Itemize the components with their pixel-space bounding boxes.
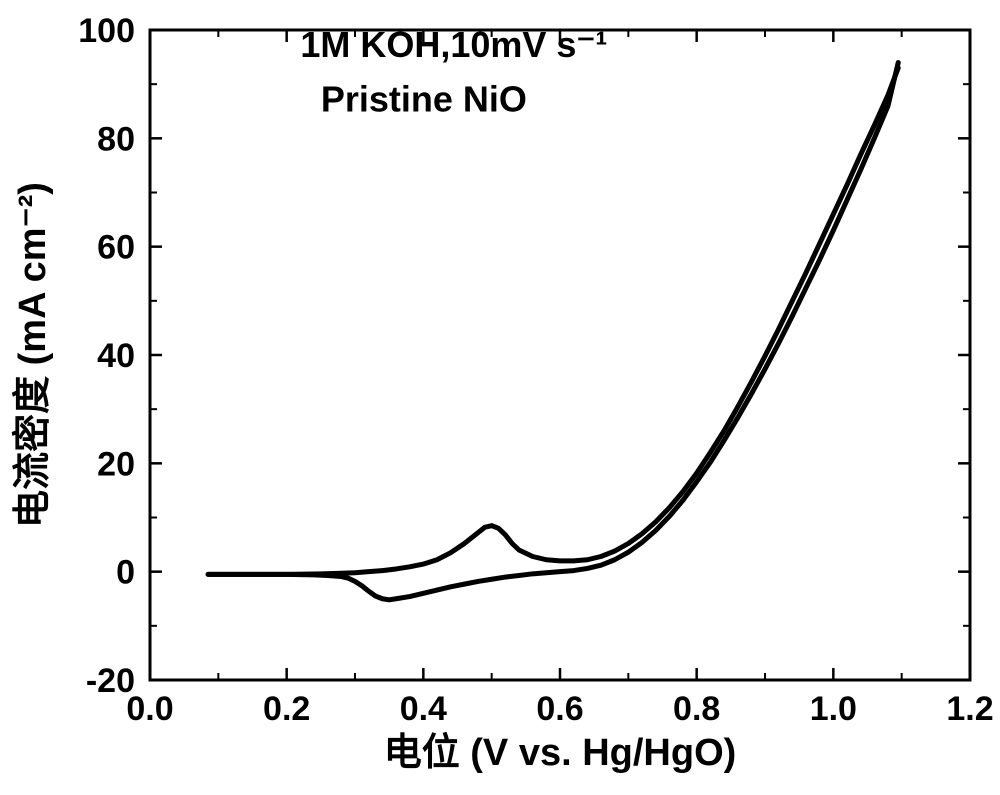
y-axis-label: 电流密度 (mA cm⁻²) — [12, 182, 54, 528]
cv-chart: 0.00.20.40.60.81.01.2-20020406080100电位 (… — [0, 0, 1000, 795]
chart-container: 0.00.20.40.60.81.01.2-20020406080100电位 (… — [0, 0, 1000, 795]
x-tick-label: 1.0 — [810, 690, 857, 728]
plot-area — [150, 30, 970, 680]
y-tick-label: 0 — [116, 554, 135, 592]
x-tick-label: 0.6 — [536, 690, 583, 728]
x-tick-label: 0.8 — [673, 690, 720, 728]
y-tick-label: 40 — [97, 337, 135, 375]
x-tick-label: 0.2 — [263, 690, 310, 728]
y-tick-label: 60 — [97, 229, 135, 267]
annotation-1: Pristine NiO — [321, 78, 527, 119]
y-tick-label: 80 — [97, 120, 135, 158]
y-tick-label: 20 — [97, 445, 135, 483]
annotation-0: 1M KOH,10mV s⁻¹ — [300, 24, 607, 65]
x-axis-label: 电位 (V vs. Hg/HgO) — [384, 732, 737, 774]
y-tick-label: 100 — [78, 12, 135, 50]
x-tick-label: 1.2 — [946, 690, 993, 728]
y-tick-label: -20 — [86, 662, 135, 700]
x-tick-label: 0.4 — [400, 690, 447, 728]
